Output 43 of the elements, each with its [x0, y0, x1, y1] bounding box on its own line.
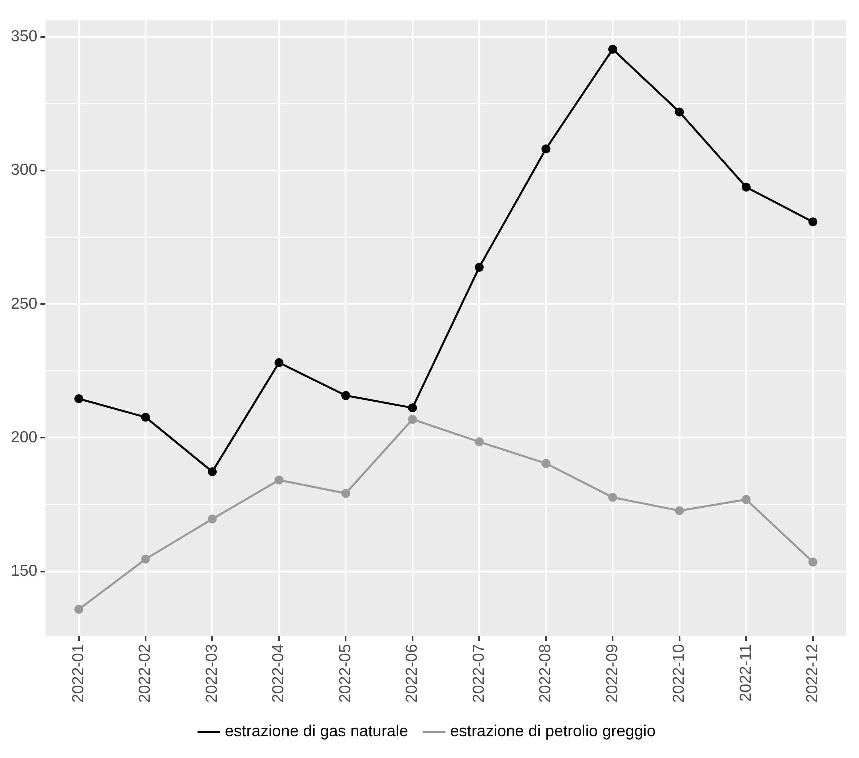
x-tick-label: 2022-06: [404, 644, 422, 703]
point: [542, 144, 551, 154]
point: [808, 218, 818, 227]
point: [608, 493, 618, 502]
point: [608, 44, 618, 54]
point: [474, 263, 484, 272]
point: [675, 108, 684, 117]
y-tick-label: 250: [10, 296, 38, 313]
point: [408, 404, 418, 413]
x-tick-label: 2022-04: [270, 644, 288, 703]
x-tick-label: 2022-02: [137, 644, 154, 703]
y-tick-label: 150: [10, 563, 38, 580]
y-tick-label: 350: [10, 28, 38, 46]
point: [141, 554, 150, 564]
point: [808, 558, 818, 567]
point: [274, 358, 284, 368]
point: [341, 391, 350, 400]
point: [274, 476, 284, 485]
point: [141, 412, 150, 422]
x-tick-label: 2022-12: [804, 644, 822, 703]
point: [208, 467, 218, 476]
legend-label: estrazione di petrolio greggio: [450, 723, 656, 740]
x-tick-label: 2022-03: [204, 644, 221, 703]
point: [74, 605, 84, 614]
y-tick-label: 200: [10, 429, 38, 446]
y-tick-label: 300: [10, 162, 38, 180]
x-tick-label: 2022-07: [470, 644, 488, 703]
x-tick-label: 2022-10: [671, 644, 688, 703]
point: [208, 514, 218, 524]
legend-label: estrazione di gas naturale: [225, 723, 408, 740]
x-tick-label: 2022-08: [538, 644, 555, 703]
point: [74, 394, 84, 404]
point: [542, 459, 551, 468]
point: [742, 495, 751, 504]
point: [675, 506, 684, 516]
point: [408, 415, 418, 424]
x-tick-label: 2022-01: [70, 644, 88, 703]
point: [474, 438, 484, 447]
x-tick-label: 2022-05: [337, 644, 354, 703]
point: [742, 182, 751, 192]
point: [341, 489, 350, 498]
x-tick-label: 2022-11: [738, 644, 755, 702]
x-tick-label: 2022-09: [604, 644, 622, 703]
